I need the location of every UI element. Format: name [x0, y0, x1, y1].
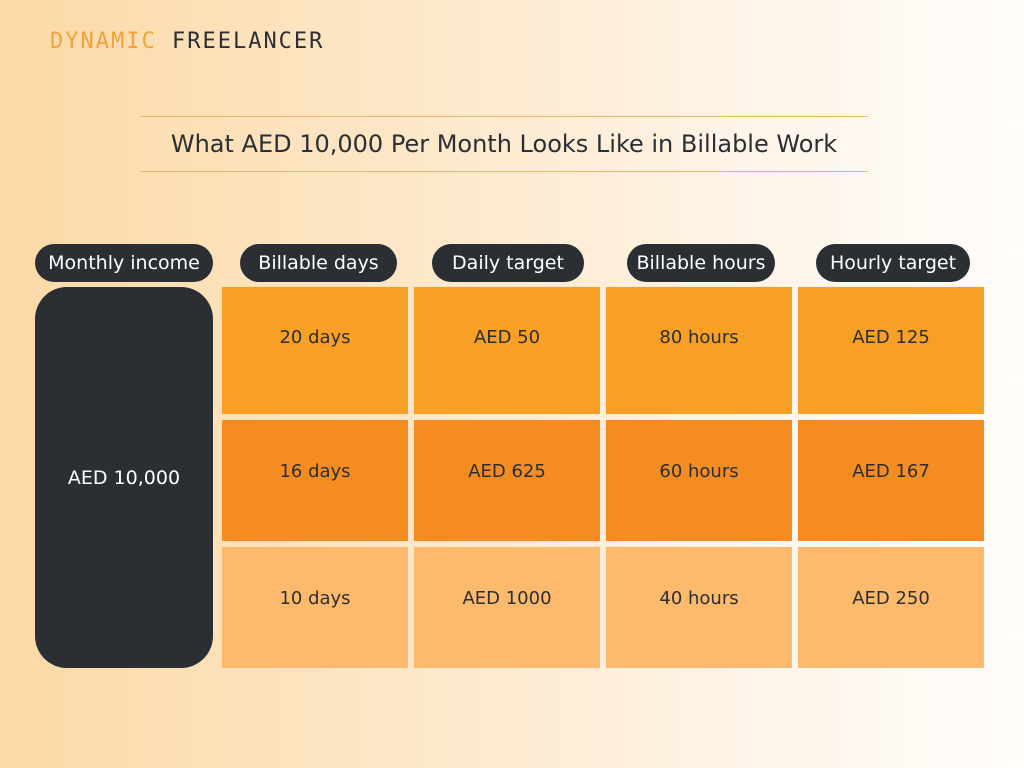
monthly-income-value: AED 10,000	[35, 287, 213, 668]
header-daily-target: Daily target	[432, 244, 584, 282]
row-2-hourly-target: AED 167	[798, 420, 984, 541]
row-3-billable-hours: 40 hours	[606, 547, 792, 668]
header-monthly-income: Monthly income	[35, 244, 213, 282]
brand-word-freelancer: FREELANCER	[171, 29, 325, 54]
billable-table: 20 days AED 50 80 hours AED 125 16 days …	[222, 287, 990, 668]
row-3-billable-days: 10 days	[222, 547, 408, 668]
row-3-hourly-target: AED 250	[798, 547, 984, 668]
brand-logo: DYNAMIC FREELANCER	[50, 27, 324, 57]
title-banner: What AED 10,000 Per Month Looks Like in …	[140, 116, 868, 172]
header-billable-hours: Billable hours	[627, 244, 775, 282]
row-2-daily-target: AED 625	[414, 420, 600, 541]
row-1-daily-target: AED 50	[414, 287, 600, 414]
header-billable-days: Billable days	[240, 244, 397, 282]
row-2-billable-hours: 60 hours	[606, 420, 792, 541]
row-1-billable-hours: 80 hours	[606, 287, 792, 414]
brand-word-dynamic: DYNAMIC	[50, 29, 157, 54]
header-hourly-target: Hourly target	[816, 244, 970, 282]
page-title: What AED 10,000 Per Month Looks Like in …	[170, 130, 838, 158]
row-3-daily-target: AED 1000	[414, 547, 600, 668]
row-1-hourly-target: AED 125	[798, 287, 984, 414]
row-2-billable-days: 16 days	[222, 420, 408, 541]
row-1-billable-days: 20 days	[222, 287, 408, 414]
